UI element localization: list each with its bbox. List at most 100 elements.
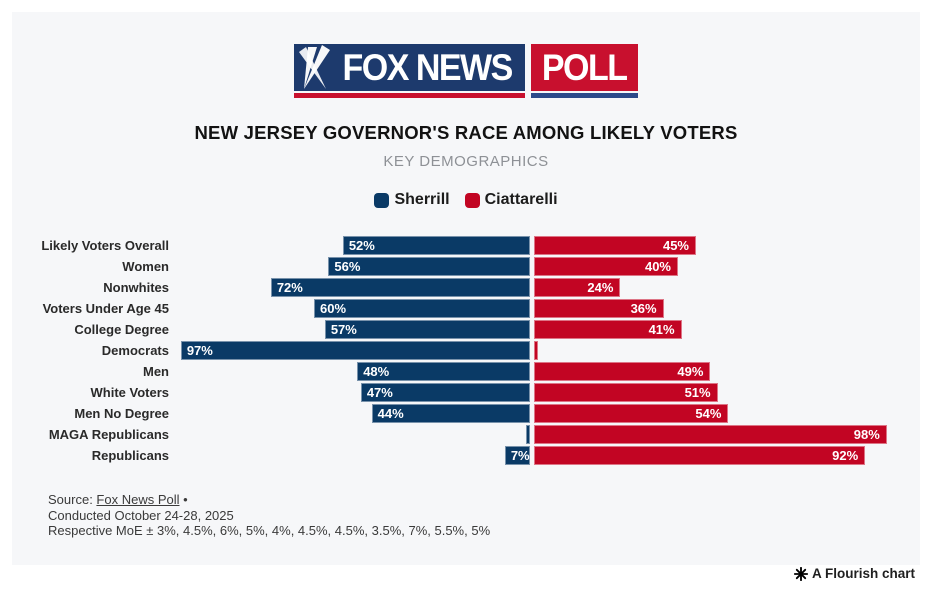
sherrill-bar-area: 97%	[178, 341, 530, 360]
category-label: Women	[122, 259, 169, 274]
ciattarelli-value-label: 54%	[695, 406, 722, 421]
ciattarelli-bar-area: 98%	[534, 425, 920, 444]
ciattarelli-bar[interactable]: 24%	[534, 278, 621, 297]
sherrill-bar[interactable]: 60%	[314, 299, 530, 318]
ciattarelli-bar[interactable]: 54%	[534, 404, 729, 423]
legend: Sherrill Ciattarelli	[12, 191, 920, 209]
sherrill-value-label: 56%	[334, 259, 361, 274]
chart-row: Voters Under Age 45 60% 36%	[12, 298, 920, 319]
sherrill-bar-area: 48%	[178, 362, 530, 381]
logo-poll-text: POLL	[541, 46, 628, 89]
category-label: Voters Under Age 45	[42, 301, 169, 316]
sherrill-bar-area: 57%	[178, 320, 530, 339]
source-line: Source: Fox News Poll •	[48, 492, 188, 507]
source-link[interactable]: Fox News Poll	[96, 492, 180, 507]
legend-swatch-sherrill	[374, 192, 390, 208]
sherrill-value-label: 72%	[276, 280, 303, 295]
sherrill-value-label: 48%	[363, 364, 390, 379]
chart-title: NEW JERSEY GOVERNOR'S RACE AMONG LIKELY …	[194, 122, 738, 143]
chart-row: Democrats 97%	[12, 340, 920, 361]
logo-fox-news: FOX NEWS	[294, 44, 525, 98]
ciattarelli-bar[interactable]: 40%	[534, 257, 678, 276]
sherrill-bar[interactable]	[526, 425, 530, 444]
ciattarelli-value-label: 98%	[853, 427, 880, 442]
chart-row: MAGA Republicans 98%	[12, 424, 920, 445]
sherrill-value-label: 97%	[186, 343, 213, 358]
sherrill-value-label: 7%	[510, 448, 530, 463]
ciattarelli-value-label: 40%	[644, 259, 671, 274]
ciattarelli-bar-area: 40%	[534, 257, 920, 276]
ciattarelli-bar-area: 24%	[534, 278, 920, 297]
ciattarelli-bar[interactable]: 45%	[534, 236, 696, 255]
sherrill-bar[interactable]: 57%	[324, 320, 530, 339]
sherrill-bar[interactable]: 47%	[360, 383, 530, 402]
flourish-credit-label: A Flourish chart	[811, 566, 915, 581]
ciattarelli-value-label: 92%	[832, 448, 859, 463]
category-label: Men No Degree	[74, 406, 169, 421]
searchlight-icon	[297, 45, 343, 95]
ciattarelli-bar-area: 51%	[534, 383, 920, 402]
sherrill-bar[interactable]: 56%	[328, 257, 530, 276]
category-label: Democrats	[101, 343, 169, 358]
moe-line: Respective MoE ± 3%, 4.5%, 6%, 5%, 4%, 4…	[48, 523, 491, 539]
chart-row: Nonwhites 72% 24%	[12, 277, 920, 298]
ciattarelli-bar-area: 45%	[534, 236, 920, 255]
sherrill-bar-area: 47%	[178, 383, 530, 402]
ciattarelli-bar[interactable]: 36%	[534, 299, 664, 318]
sherrill-bar[interactable]: 52%	[342, 236, 530, 255]
legend-item-ciattarelli[interactable]: Ciattarelli	[464, 191, 558, 209]
sherrill-value-label: 52%	[348, 238, 375, 253]
category-label: Men	[143, 364, 169, 379]
sherrill-bar[interactable]: 44%	[371, 404, 530, 423]
ciattarelli-bar[interactable]: 51%	[534, 383, 718, 402]
chart-row: Likely Voters Overall 52% 45%	[12, 235, 920, 256]
legend-item-sherrill[interactable]: Sherrill	[374, 191, 450, 209]
ciattarelli-bar[interactable]: 92%	[534, 446, 866, 465]
ciattarelli-value-label: 24%	[587, 280, 614, 295]
legend-label-ciattarelli: Ciattarelli	[484, 191, 558, 208]
sherrill-bar-area: 60%	[178, 299, 530, 318]
chart-canvas: FOX NEWS POLL NEW JERSEY GOVERNOR'S RACE…	[12, 12, 920, 565]
legend-label-sherrill: Sherrill	[394, 191, 450, 208]
sherrill-bar-area	[178, 425, 530, 444]
logo-fox-news-text: FOX NEWS	[342, 46, 513, 89]
category-label: White Voters	[90, 385, 170, 400]
flourish-credit[interactable]: A Flourish chart	[793, 566, 915, 581]
sherrill-bar-area: 7%	[178, 446, 530, 465]
chart-row: College Degree 57% 41%	[12, 319, 920, 340]
ciattarelli-bar-area: 92%	[534, 446, 920, 465]
chart-row: Women 56% 40%	[12, 256, 920, 277]
source-block: Source: Fox News Poll • Conducted Octobe…	[48, 492, 920, 539]
chart-row: Men No Degree 44% 54%	[12, 403, 920, 424]
sherrill-value-label: 47%	[366, 385, 393, 400]
sherrill-bar[interactable]: 7%	[504, 446, 530, 465]
ciattarelli-bar[interactable]: 98%	[534, 425, 887, 444]
category-label: Republicans	[91, 448, 169, 463]
logo-blue-underline	[530, 93, 638, 98]
category-label: Nonwhites	[103, 280, 169, 295]
ciattarelli-bar-area: 49%	[534, 362, 920, 381]
sherrill-bar[interactable]: 72%	[270, 278, 530, 297]
ciattarelli-value-label: 36%	[630, 301, 657, 316]
sherrill-bar-area: 44%	[178, 404, 530, 423]
logo-poll: POLL	[530, 44, 638, 98]
ciattarelli-bar[interactable]: 49%	[534, 362, 711, 381]
category-label: College Degree	[74, 322, 169, 337]
chart-rows: Likely Voters Overall 52% 45% Women 56% 40% No…	[12, 235, 920, 466]
ciattarelli-bar[interactable]	[534, 341, 538, 360]
ciattarelli-bar-area: 36%	[534, 299, 920, 318]
ciattarelli-value-label: 45%	[662, 238, 689, 253]
sherrill-bar[interactable]: 97%	[180, 341, 530, 360]
ciattarelli-bar[interactable]: 41%	[534, 320, 682, 339]
sherrill-value-label: 60%	[320, 301, 347, 316]
ciattarelli-value-label: 51%	[684, 385, 711, 400]
flourish-star-icon	[793, 566, 808, 581]
sherrill-bar-area: 72%	[178, 278, 530, 297]
sherrill-value-label: 44%	[377, 406, 404, 421]
sherrill-bar[interactable]: 48%	[357, 362, 530, 381]
sherrill-value-label: 57%	[330, 322, 357, 337]
conducted-line: Conducted October 24-28, 2025	[48, 507, 234, 523]
chart-subtitle: KEY DEMOGRAPHICS	[383, 153, 549, 170]
category-label: MAGA Republicans	[48, 427, 169, 442]
sherrill-bar-area: 52%	[178, 236, 530, 255]
